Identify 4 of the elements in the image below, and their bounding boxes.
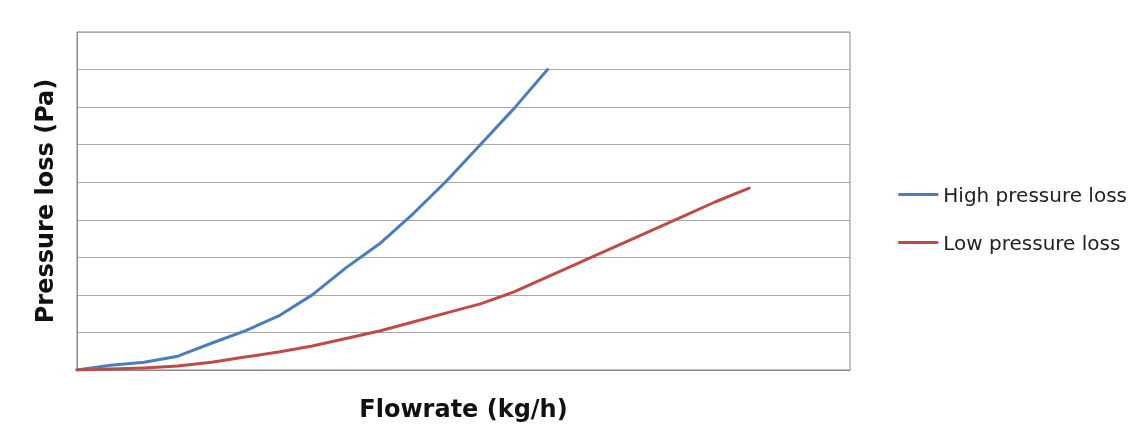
legend-label: High pressure loss xyxy=(943,182,1127,207)
legend-label: Low pressure loss xyxy=(943,230,1121,255)
x-axis-title: Flowrate (kg/h) xyxy=(359,395,568,423)
y-axis-title: Pressure loss (Pa) xyxy=(31,78,59,324)
